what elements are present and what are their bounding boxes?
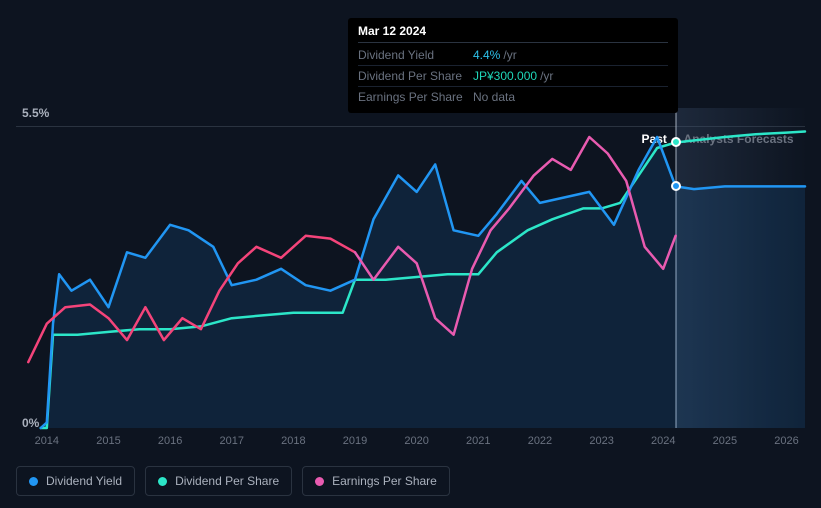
dividend_yield-marker	[671, 181, 681, 191]
legend-label: Dividend Yield	[46, 474, 122, 488]
x-axis-tick: 2014	[35, 435, 59, 447]
tooltip-label: Dividend Yield	[358, 48, 473, 62]
legend: Dividend Yield Dividend Per Share Earnings…	[16, 466, 450, 496]
legend-dot-icon	[158, 477, 167, 486]
x-axis-tick: 2026	[774, 435, 798, 447]
dividend-chart: Mar 12 2024 Dividend Yield4.4% /yrDivide…	[0, 0, 821, 508]
tooltip-unit: /yr	[503, 48, 516, 62]
legend-item-earnings-per-share[interactable]: Earnings Per Share	[302, 466, 450, 496]
legend-dot-icon	[315, 477, 324, 486]
dividend_per_share-marker	[671, 137, 681, 147]
x-axis-tick: 2017	[219, 435, 243, 447]
x-axis-tick: 2024	[651, 435, 675, 447]
tooltip-label: Dividend Per Share	[358, 69, 473, 83]
chart-tooltip: Mar 12 2024 Dividend Yield4.4% /yrDivide…	[348, 18, 678, 113]
legend-label: Earnings Per Share	[332, 474, 437, 488]
legend-item-dividend-yield[interactable]: Dividend Yield	[16, 466, 135, 496]
legend-item-dividend-per-share[interactable]: Dividend Per Share	[145, 466, 292, 496]
x-axis-tick: 2025	[713, 435, 737, 447]
chart-svg	[16, 108, 805, 428]
x-axis-tick: 2019	[343, 435, 367, 447]
tooltip-unit: /yr	[540, 69, 553, 83]
x-axis-tick: 2023	[589, 435, 613, 447]
tooltip-row: Dividend Per ShareJP¥300.000 /yr	[358, 66, 668, 87]
x-axis-tick: 2015	[96, 435, 120, 447]
tooltip-value: 4.4%	[473, 48, 500, 62]
plot-area[interactable]: 5.5% 0% Past Analysts Forecasts	[16, 108, 805, 428]
legend-label: Dividend Per Share	[175, 474, 279, 488]
tooltip-row: Dividend Yield4.4% /yr	[358, 45, 668, 66]
tooltip-label: Earnings Per Share	[358, 90, 473, 104]
x-axis-tick: 2018	[281, 435, 305, 447]
x-axis-tick: 2022	[528, 435, 552, 447]
tooltip-value: JP¥300.000	[473, 69, 537, 83]
x-axis-tick: 2021	[466, 435, 490, 447]
tooltip-nodata: No data	[473, 90, 515, 104]
legend-dot-icon	[29, 477, 38, 486]
x-axis: 2014 2015 2016 2017 2018 2019 2020 2021 2022 2023…	[16, 435, 805, 455]
tooltip-row: Earnings Per ShareNo data	[358, 87, 668, 107]
tooltip-date: Mar 12 2024	[358, 24, 668, 43]
x-axis-tick: 2016	[158, 435, 182, 447]
x-axis-tick: 2020	[404, 435, 428, 447]
